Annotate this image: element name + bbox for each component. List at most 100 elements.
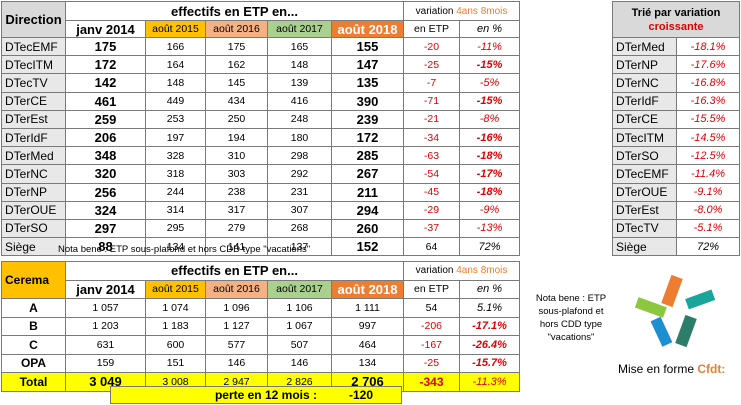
cerema-2018: 134	[330, 353, 405, 373]
sorted-pct: -16.3%	[676, 91, 740, 111]
sorted-row: Siège 72%	[612, 237, 740, 257]
value-2014: 320	[65, 164, 146, 184]
value-2016: 162	[205, 55, 268, 75]
variation-pct: -17%	[459, 164, 521, 184]
value-2015: 244	[145, 182, 206, 202]
value-2014: 172	[65, 55, 146, 75]
sorted-pct: -9.1%	[676, 182, 740, 202]
sorted-row: DTecEMF -11.4%	[612, 164, 740, 184]
value-2016: 310	[205, 146, 268, 166]
direction-name: DTerOUE	[1, 200, 66, 220]
value-2015: 148	[145, 73, 206, 93]
sorted-rows: DTerMed -18.1% DTerNP -17.6% DTerNC -16.8% DTe…	[612, 36, 740, 257]
value-2018: 267	[330, 164, 405, 184]
value-2017: 180	[267, 127, 332, 148]
variation-pct: -16%	[459, 127, 521, 148]
variation-etp: -25	[403, 55, 461, 75]
cerema-2018: 997	[330, 316, 405, 336]
cerema-effectifs-title: effectifs en ETP en...	[64, 261, 405, 281]
credit-prefix: Mise en forme	[618, 362, 695, 376]
sorted-pct: -11.4%	[676, 164, 740, 184]
perte-12-mois: perte en 12 mois : -120	[110, 386, 402, 404]
cerema-2014: 631	[65, 335, 146, 355]
col-etp: en ETP	[403, 20, 461, 38]
cerema-year-2017: août 2017	[267, 279, 332, 299]
value-2014: 297	[65, 218, 146, 239]
value-2016: 250	[205, 109, 268, 129]
sorted-pct: -8.0%	[676, 200, 740, 220]
direction-name: DTerNC	[1, 164, 66, 184]
sorted-row: DTerIdF -16.3%	[612, 91, 740, 111]
variation-etp: 64	[403, 237, 461, 257]
value-2018: 239	[330, 109, 405, 129]
cerema-2014: 1 203	[65, 316, 146, 336]
value-2017: 137	[267, 237, 332, 257]
cerema-row: C 631 600 577 507 464 -167 -26.4%	[1, 335, 521, 355]
sorted-pct: -16.8%	[676, 73, 740, 93]
value-2016: 141	[205, 237, 268, 257]
sorted-title: Trié par variation croissante	[612, 1, 740, 38]
sorted-row: DTerOUE -9.1%	[612, 182, 740, 202]
year-2018: août 2018	[330, 20, 405, 38]
value-2014: 206	[65, 127, 146, 148]
sorted-name: DTerMed	[612, 36, 677, 57]
direction-name: DTerMed	[1, 146, 66, 166]
cerema-col-pct: en %	[459, 279, 521, 299]
sorted-name: DTerEst	[612, 200, 677, 220]
cerema-etp: 54	[403, 298, 461, 318]
cerema-2015: 600	[145, 335, 206, 355]
value-2015: 295	[145, 218, 206, 239]
value-2015: 318	[145, 164, 206, 184]
variation-pct: -15%	[459, 91, 521, 111]
value-2016: 145	[205, 73, 268, 93]
value-2016: 317	[205, 200, 268, 220]
value-2016: 238	[205, 182, 268, 202]
value-2018: 285	[330, 146, 405, 166]
logo-bar-blue	[650, 316, 673, 347]
value-2016: 175	[205, 36, 268, 57]
year-2016: août 2016	[205, 20, 268, 38]
logo-bar-dark	[675, 314, 697, 348]
direction-name: DTecEMF	[1, 36, 66, 57]
year-2014: janv 2014	[65, 20, 146, 38]
cerema-category: B	[1, 316, 66, 336]
sorted-title-line2: croissante	[648, 20, 704, 33]
credit-line: Mise en forme Cfdt:	[618, 362, 725, 376]
cerema-2017: 1 106	[267, 298, 332, 318]
total-label: Total	[1, 372, 66, 392]
value-2015: 253	[145, 109, 206, 129]
variation-pct: -5%	[459, 73, 521, 93]
cerema-variation-period: 4ans 8mois	[456, 265, 508, 277]
value-2014: 88	[65, 237, 146, 257]
sorted-title-line1: Trié par variation	[631, 6, 721, 19]
variation-pct: -9%	[459, 200, 521, 220]
cerema-2015: 151	[145, 353, 206, 373]
cerema-variation-header: variation 4ans 8mois	[403, 261, 521, 281]
sorted-pct: -14.5%	[676, 127, 740, 148]
value-2018: 260	[330, 218, 405, 239]
cerema-2015: 1 183	[145, 316, 206, 336]
direction-row: Siège 88 134 141 137 152 64 72%	[1, 237, 521, 257]
variation-pct: 72%	[459, 237, 521, 257]
sorted-name: DTerCE	[612, 109, 677, 129]
sorted-name: DTecITM	[612, 127, 677, 148]
direction-name: DTerCE	[1, 91, 66, 111]
cerema-category: OPA	[1, 353, 66, 373]
cerema-2016: 1 127	[205, 316, 268, 336]
total-row: Total 3 049 3 008 2 947 2 826 2 706 -343…	[1, 372, 521, 392]
sorted-name: DTerOUE	[612, 182, 677, 202]
value-2017: 148	[267, 55, 332, 75]
cerema-table: Cerema effectifs en ETP en... variation …	[1, 261, 521, 392]
sorted-row: DTerNC -16.8%	[612, 73, 740, 93]
cerema-2017: 507	[267, 335, 332, 355]
effectifs-direction-table: Direction effectifs en ETP en... variati…	[1, 1, 521, 257]
logo-bar-green	[634, 297, 667, 318]
nota-bene-side-note: Nota bene : ETP sous-plafond et hors CDD…	[535, 293, 607, 343]
sorted-pct: -17.6%	[676, 55, 740, 75]
value-2017: 165	[267, 36, 332, 57]
variation-pct: -18%	[459, 146, 521, 166]
sorted-name: DTecTV	[612, 218, 677, 239]
total-pct: -11.3%	[459, 372, 521, 392]
value-2015: 328	[145, 146, 206, 166]
